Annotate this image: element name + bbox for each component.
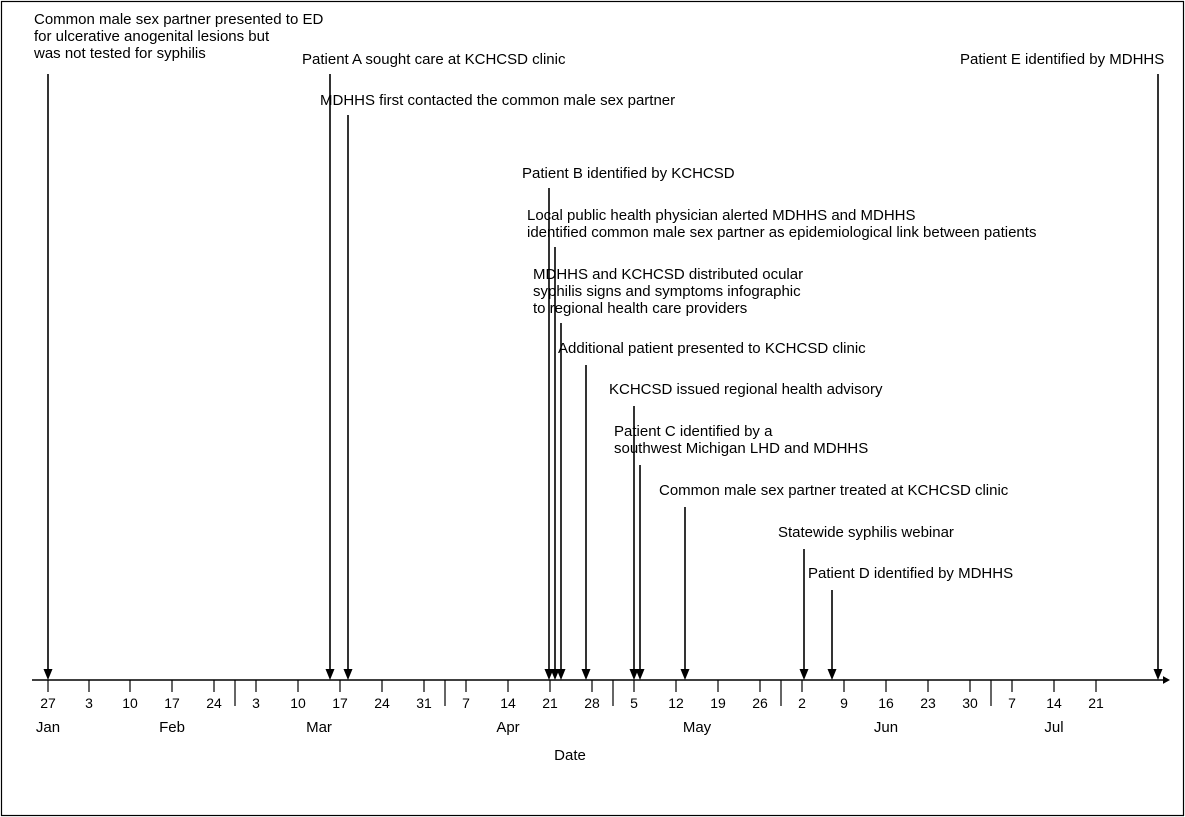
- axis-tick-label: 31: [416, 695, 432, 711]
- timeline-axis-arrow: [1163, 676, 1170, 684]
- axis-tick-label: 30: [962, 695, 978, 711]
- axis-tick-label: 26: [752, 695, 768, 711]
- axis-tick-label: 5: [630, 695, 638, 711]
- month-label: Feb: [159, 719, 185, 736]
- axis-tick-label: 21: [1088, 695, 1104, 711]
- event-arrow-head: [344, 669, 353, 680]
- month-label: Jun: [874, 719, 898, 736]
- axis-tick-label: 16: [878, 695, 894, 711]
- event-label: Common male sex partner presented to EDf…: [33, 11, 323, 62]
- axis-tick-label: 14: [1046, 695, 1062, 711]
- event-arrow-head: [828, 669, 837, 680]
- axis-tick-label: 7: [1008, 695, 1016, 711]
- axis-tick-label: 27: [40, 695, 56, 711]
- event-arrow-head: [800, 669, 809, 680]
- axis-tick-label: 23: [920, 695, 936, 711]
- event-arrow-head: [681, 669, 690, 680]
- timeline-event: Patient E identified by MDHHS: [960, 51, 1164, 680]
- axis-tick-label: 3: [252, 695, 260, 711]
- axis-tick-label: 24: [374, 695, 390, 711]
- axis-label: Date: [554, 747, 586, 764]
- timeline-event: Patient C identified by asouthwest Michi…: [614, 423, 868, 680]
- event-label: Patient B identified by KCHCSD: [522, 165, 735, 182]
- event-label: Additional patient presented to KCHCSD c…: [558, 340, 866, 357]
- timeline-event: Patient A sought care at KCHCSD clinic: [302, 51, 566, 680]
- timeline-event: Statewide syphilis webinar: [778, 524, 954, 680]
- axis-tick-label: 3: [85, 695, 93, 711]
- month-label: Jan: [36, 719, 60, 736]
- timeline-event: MDHHS and KCHCSD distributed ocularsyphi…: [533, 266, 803, 680]
- timeline-figure: 27 3 10 17 24 3 10 17 24 31 7 14 21 28 5 12 19 26 2 9 16 23 30…: [0, 0, 1185, 817]
- axis-tick-label: 10: [290, 695, 306, 711]
- event-label: Patient E identified by MDHHS: [960, 51, 1164, 68]
- axis-tick-label: 10: [122, 695, 138, 711]
- month-label: May: [683, 719, 712, 736]
- axis-tick-label: 17: [332, 695, 348, 711]
- figure-border: [2, 2, 1184, 816]
- timeline-event: Common male sex partner presented to EDf…: [33, 11, 323, 680]
- event-arrow-head: [636, 669, 645, 680]
- event-arrow-head: [1154, 669, 1163, 680]
- event-label: KCHCSD issued regional health advisory: [609, 381, 883, 398]
- month-label: Apr: [496, 719, 519, 736]
- event-arrow-head: [326, 669, 335, 680]
- axis-tick-label: 9: [840, 695, 848, 711]
- event-label: Patient D identified by MDHHS: [808, 565, 1013, 582]
- axis-tick-label: 12: [668, 695, 684, 711]
- event-label: MDHHS and KCHCSD distributed ocularsyphi…: [533, 266, 803, 317]
- event-arrow-head: [582, 669, 591, 680]
- axis-tick-label: 7: [462, 695, 470, 711]
- event-label: Statewide syphilis webinar: [778, 524, 954, 541]
- event-label: Patient C identified by asouthwest Michi…: [614, 423, 868, 457]
- axis-tick-label: 2: [798, 695, 806, 711]
- month-label: Jul: [1044, 719, 1063, 736]
- event-label: MDHHS first contacted the common male se…: [320, 92, 675, 109]
- axis-tick-label: 24: [206, 695, 222, 711]
- event-arrow-head: [44, 669, 53, 680]
- month-label: Mar: [306, 719, 332, 736]
- event-arrow-head: [557, 669, 566, 680]
- axis-tick-label: 14: [500, 695, 516, 711]
- event-label: Local public health physician alerted MD…: [527, 207, 1036, 241]
- event-label: Patient A sought care at KCHCSD clinic: [302, 51, 566, 68]
- axis-tick-label: 21: [542, 695, 558, 711]
- axis-tick-label: 17: [164, 695, 180, 711]
- axis-tick-label: 28: [584, 695, 600, 711]
- event-label: Common male sex partner treated at KCHCS…: [659, 482, 1009, 499]
- timeline-event: Patient D identified by MDHHS: [808, 565, 1013, 680]
- axis-tick-label: 19: [710, 695, 726, 711]
